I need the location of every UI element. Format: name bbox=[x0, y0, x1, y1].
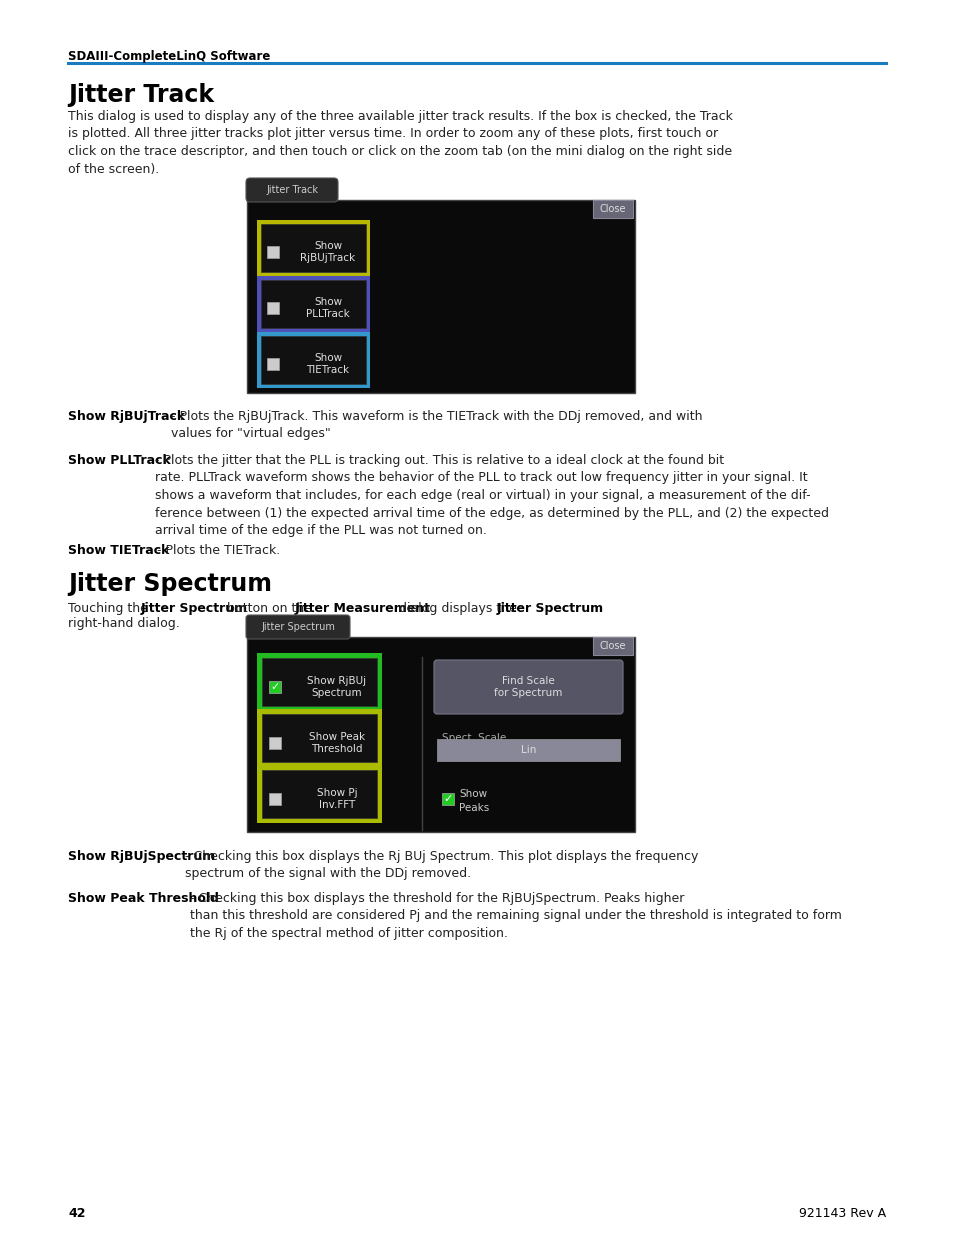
Text: Jitter Track: Jitter Track bbox=[68, 83, 213, 107]
Text: Show PLLTrack: Show PLLTrack bbox=[68, 454, 171, 467]
Bar bbox=[269, 680, 281, 693]
FancyBboxPatch shape bbox=[246, 615, 350, 638]
Text: Peaks: Peaks bbox=[458, 803, 489, 813]
Bar bbox=[441, 793, 454, 805]
Text: Show
PLLTrack: Show PLLTrack bbox=[306, 296, 350, 319]
Text: Lin: Lin bbox=[520, 745, 536, 755]
Text: Spect. Scale: Spect. Scale bbox=[441, 734, 506, 743]
Text: Show
TIETrack: Show TIETrack bbox=[306, 353, 349, 375]
Bar bbox=[256, 275, 370, 332]
Bar bbox=[256, 220, 370, 275]
Bar bbox=[247, 200, 635, 393]
Text: Close: Close bbox=[599, 641, 625, 651]
Text: Show
RjBUjTrack: Show RjBUjTrack bbox=[300, 241, 355, 263]
Bar bbox=[262, 714, 376, 762]
Text: Show RjBUj
Spectrum: Show RjBUj Spectrum bbox=[307, 676, 366, 698]
Text: - Checking this box displays the Rj BUj Spectrum. This plot displays the frequen: - Checking this box displays the Rj BUj … bbox=[185, 850, 698, 881]
Bar bbox=[267, 246, 278, 258]
Text: button on the: button on the bbox=[223, 601, 315, 615]
Text: Show RjBUjSpectrum: Show RjBUjSpectrum bbox=[68, 850, 215, 863]
Text: ✓: ✓ bbox=[443, 794, 453, 804]
Bar bbox=[269, 737, 281, 748]
Text: ✓: ✓ bbox=[270, 682, 279, 692]
Bar bbox=[247, 637, 635, 832]
Text: right-hand dialog.: right-hand dialog. bbox=[68, 618, 179, 630]
Bar bbox=[262, 658, 376, 706]
Text: Jitter Spectrum: Jitter Spectrum bbox=[497, 601, 603, 615]
Bar bbox=[261, 336, 366, 384]
Text: Jitter Spectrum: Jitter Spectrum bbox=[261, 622, 335, 632]
Bar bbox=[593, 200, 633, 219]
Bar bbox=[267, 303, 278, 314]
Text: 42: 42 bbox=[68, 1207, 86, 1220]
Text: - Plots the TIETrack.: - Plots the TIETrack. bbox=[157, 543, 280, 557]
Text: Close: Close bbox=[599, 204, 625, 214]
Text: Show Pj
Inv.FFT: Show Pj Inv.FFT bbox=[316, 788, 357, 810]
Text: Jitter Spectrum: Jitter Spectrum bbox=[141, 601, 248, 615]
Bar bbox=[593, 637, 633, 655]
Text: Jitter Measurement: Jitter Measurement bbox=[294, 601, 431, 615]
Bar bbox=[256, 764, 381, 823]
Text: Show Peak
Threshold: Show Peak Threshold bbox=[309, 732, 365, 755]
Text: Show: Show bbox=[458, 789, 487, 799]
Bar bbox=[261, 280, 366, 329]
Text: SDAIII-CompleteLinQ Software: SDAIII-CompleteLinQ Software bbox=[68, 49, 270, 63]
FancyBboxPatch shape bbox=[246, 178, 337, 203]
Text: Jitter Track: Jitter Track bbox=[266, 185, 317, 195]
Bar bbox=[436, 739, 619, 761]
Bar bbox=[269, 793, 281, 805]
Text: Show TIETrack: Show TIETrack bbox=[68, 543, 170, 557]
Bar bbox=[256, 653, 381, 711]
Bar bbox=[256, 709, 381, 767]
Text: Jitter Spectrum: Jitter Spectrum bbox=[68, 572, 272, 597]
FancyBboxPatch shape bbox=[434, 659, 622, 714]
Text: dialog displays the: dialog displays the bbox=[395, 601, 520, 615]
Text: - Checking this box displays the threshold for the RjBUjSpectrum. Peaks higher
t: - Checking this box displays the thresho… bbox=[190, 892, 841, 940]
Bar bbox=[262, 769, 376, 818]
Bar bbox=[267, 358, 278, 370]
Bar bbox=[256, 332, 370, 388]
Text: Find Scale
for Spectrum: Find Scale for Spectrum bbox=[494, 676, 562, 698]
Text: - Plots the jitter that the PLL is tracking out. This is relative to a ideal clo: - Plots the jitter that the PLL is track… bbox=[154, 454, 828, 537]
Text: Touching the: Touching the bbox=[68, 601, 152, 615]
Text: Show RjBUjTrack: Show RjBUjTrack bbox=[68, 410, 185, 424]
Text: This dialog is used to display any of the three available jitter track results. : This dialog is used to display any of th… bbox=[68, 110, 732, 175]
Text: Show Peak Threshold: Show Peak Threshold bbox=[68, 892, 218, 905]
Bar bbox=[261, 224, 366, 272]
Text: - Plots the RjBUjTrack. This waveform is the TIETrack with the DDj removed, and : - Plots the RjBUjTrack. This waveform is… bbox=[171, 410, 701, 441]
Text: 921143 Rev A: 921143 Rev A bbox=[798, 1207, 885, 1220]
